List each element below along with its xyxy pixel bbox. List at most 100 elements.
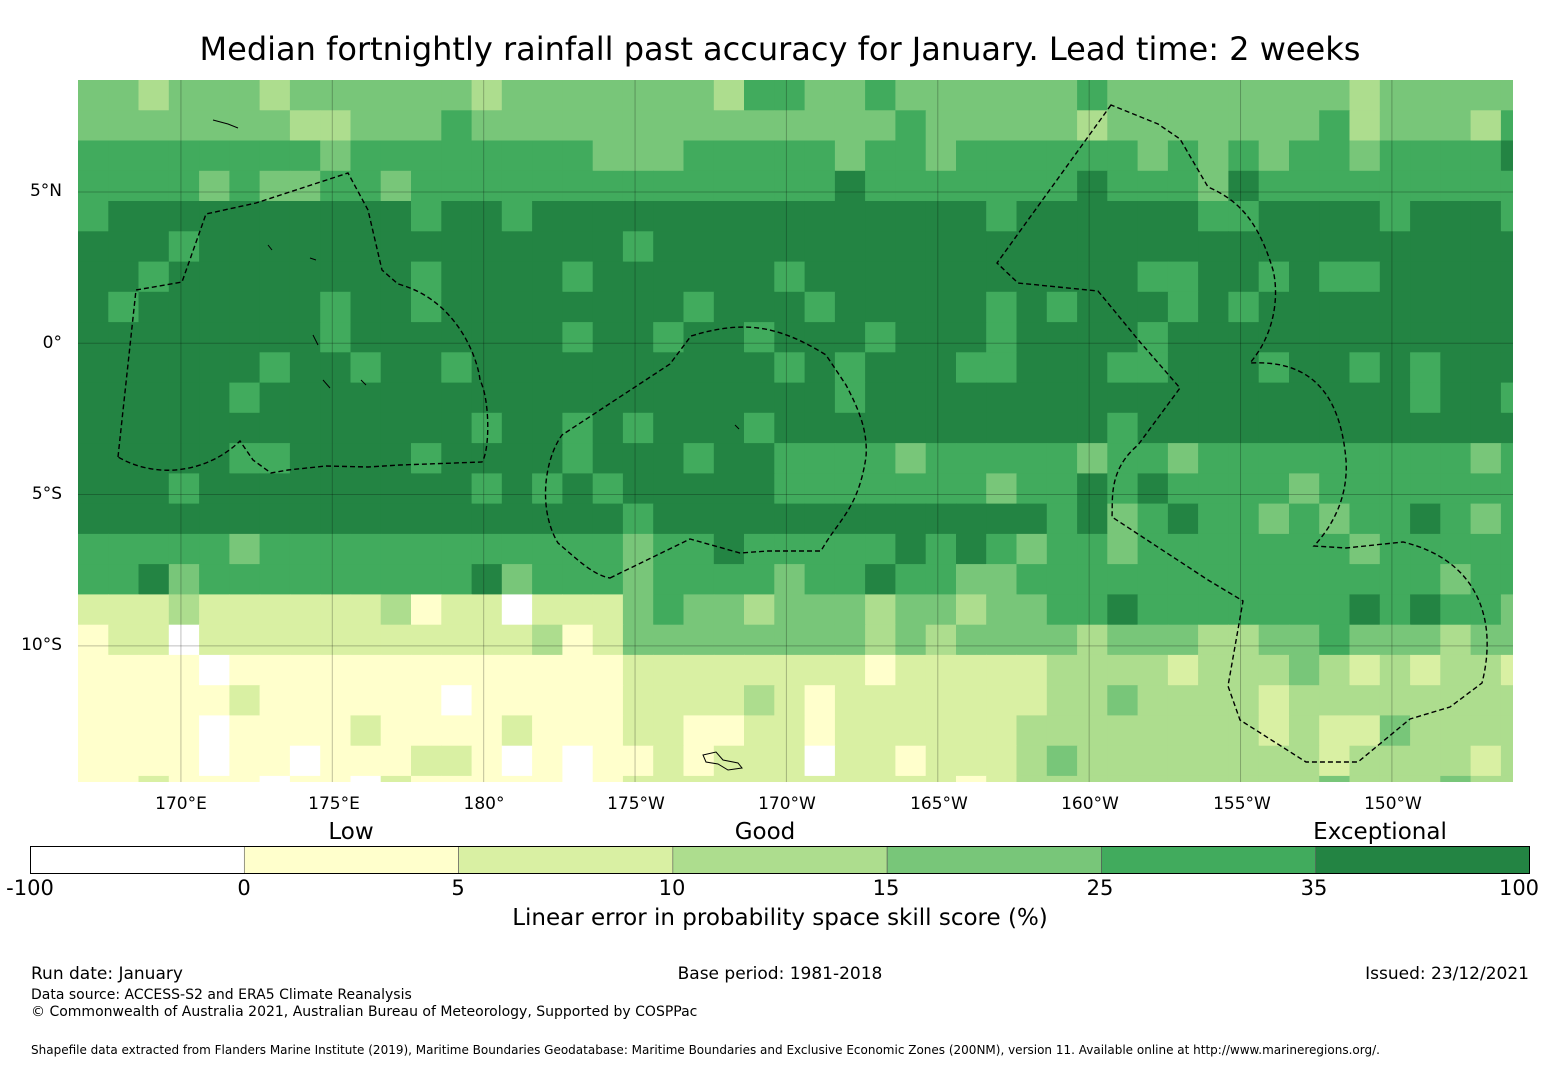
heatmap-cell — [1016, 533, 1048, 565]
heatmap-cell — [592, 473, 624, 505]
heatmap-cell — [1137, 110, 1169, 142]
heatmap-cell — [592, 110, 624, 142]
heatmap-cell — [653, 775, 685, 782]
heatmap-cell — [865, 775, 896, 782]
heatmap-cell — [108, 140, 140, 172]
heatmap-cell — [1016, 140, 1048, 172]
heatmap-cell — [168, 473, 200, 505]
heatmap-cell — [744, 412, 775, 444]
heatmap-cell — [834, 473, 866, 505]
heatmap-cell — [350, 352, 382, 384]
heatmap-cell — [1198, 443, 1229, 474]
heatmap-cell — [1258, 352, 1290, 384]
heatmap-cell — [1379, 170, 1411, 202]
heatmap-cell — [1319, 322, 1351, 353]
heatmap-cell — [1198, 775, 1229, 782]
heatmap-cell — [289, 594, 321, 626]
heatmap-cell — [562, 564, 594, 595]
heatmap-cell — [1500, 291, 1513, 323]
heatmap-cell — [1167, 503, 1199, 535]
heatmap-cell — [986, 775, 1018, 782]
heatmap-cell — [259, 564, 291, 595]
heatmap-cell — [78, 715, 109, 747]
heatmap-cell — [532, 745, 563, 777]
heatmap-cell — [1379, 443, 1411, 474]
heatmap-cell — [804, 624, 836, 656]
heatmap-cell — [320, 352, 352, 384]
heatmap-cell — [1379, 291, 1411, 323]
heatmap-cell — [320, 170, 352, 202]
heatmap-cell — [532, 443, 563, 474]
heatmap-cell — [562, 231, 594, 263]
heatmap-cell — [501, 715, 533, 747]
heatmap-cell — [653, 715, 685, 747]
heatmap-cell — [229, 170, 261, 202]
heatmap-cell — [1016, 352, 1048, 384]
heatmap-cell — [229, 80, 261, 111]
heatmap-cell — [1379, 654, 1411, 686]
heatmap-cell — [653, 201, 685, 232]
heatmap-cell — [1016, 382, 1048, 414]
heatmap-cell — [1379, 110, 1411, 142]
heatmap-cell — [562, 594, 594, 626]
heatmap-cell — [653, 291, 685, 323]
heatmap-cell — [532, 624, 563, 656]
heatmap-cell — [471, 775, 503, 782]
heatmap-cell — [1077, 715, 1108, 747]
heatmap-cell — [229, 201, 261, 232]
heatmap-cell — [1016, 412, 1048, 444]
heatmap-cell — [713, 110, 745, 142]
heatmap-cell — [986, 533, 1018, 565]
heatmap-cell — [1410, 594, 1441, 626]
colorbar-tick: 5 — [451, 876, 465, 900]
heatmap-cell — [713, 170, 745, 202]
skill-map[interactable] — [78, 80, 1513, 782]
heatmap-cell — [622, 231, 654, 263]
heatmap-cell — [683, 382, 715, 414]
heatmap-cell — [1137, 261, 1169, 293]
colorbar-tick: 0 — [237, 876, 251, 900]
heatmap-cell — [683, 201, 715, 232]
heatmap-cell — [1500, 412, 1513, 444]
heatmap-cell — [562, 382, 594, 414]
heatmap-cell — [592, 594, 624, 626]
heatmap-cell — [1410, 503, 1441, 535]
heatmap-cell — [1289, 775, 1320, 782]
legend-category-exceptional: Exceptional — [1313, 819, 1447, 845]
heatmap-cell — [501, 533, 533, 565]
heatmap-cell — [895, 382, 927, 414]
heatmap-cell — [1349, 382, 1381, 414]
heatmap-cell — [1077, 170, 1108, 202]
heatmap-cell — [138, 110, 170, 142]
heatmap-cell — [259, 775, 291, 782]
heatmap-cell — [925, 594, 957, 626]
heatmap-cell — [1228, 443, 1260, 474]
heatmap-cell — [108, 715, 140, 747]
page-title: Median fortnightly rainfall past accurac… — [199, 30, 1361, 68]
heatmap-cell — [653, 412, 685, 444]
heatmap-cell — [1046, 533, 1078, 565]
heatmap-cell — [1470, 140, 1502, 172]
heatmap-cell — [622, 745, 654, 777]
heatmap-cell — [138, 533, 170, 565]
heatmap-cell — [1016, 443, 1048, 474]
heatmap-cell — [804, 140, 836, 172]
heatmap-cell — [532, 201, 563, 232]
heatmap-cell — [78, 654, 109, 686]
heatmap-cell — [1349, 654, 1381, 686]
heatmap-cell — [713, 80, 745, 111]
legend-category-good: Good — [734, 819, 796, 845]
heatmap-cell — [1349, 745, 1381, 777]
heatmap-cell — [622, 140, 654, 172]
heatmap-cell — [350, 715, 382, 747]
heatmap-cell — [78, 170, 109, 202]
heatmap-cell — [1077, 352, 1108, 384]
heatmap-cell — [895, 533, 927, 565]
heatmap-cell — [713, 352, 745, 384]
heatmap-cell — [804, 685, 836, 717]
heatmap-cell — [562, 473, 594, 505]
heatmap-cell — [1228, 261, 1260, 293]
heatmap-cell — [834, 110, 866, 142]
heatmap-cell — [683, 715, 715, 747]
heatmap-cell — [532, 140, 563, 172]
